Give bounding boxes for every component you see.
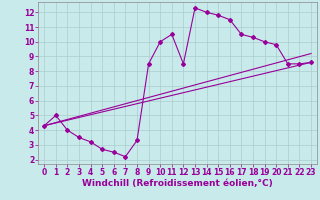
X-axis label: Windchill (Refroidissement éolien,°C): Windchill (Refroidissement éolien,°C) bbox=[82, 179, 273, 188]
